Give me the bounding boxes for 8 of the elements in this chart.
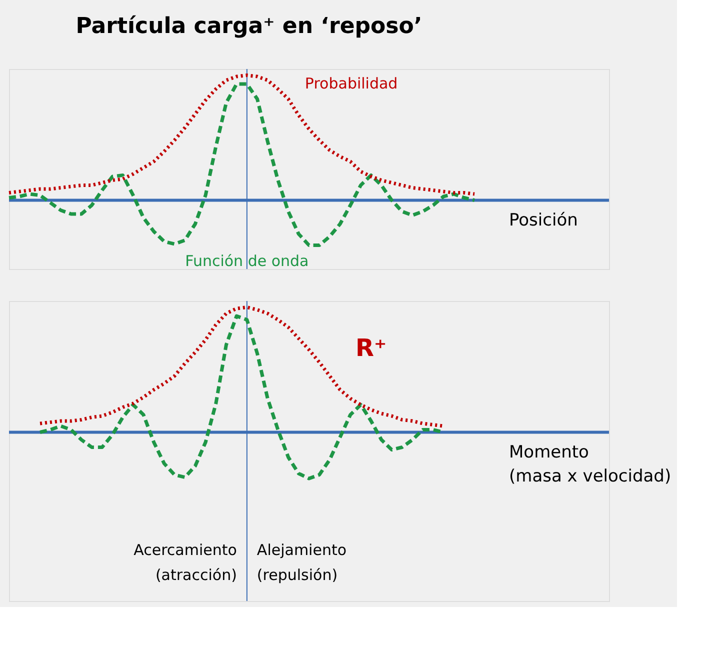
x-axis-title: Posición (509, 210, 578, 230)
x-axis-title: Momento (masa x velocidad) (509, 442, 672, 486)
text: Acercamiento (atracción) (134, 541, 237, 584)
chart-title: Partícula carga⁺ en ‘reposo’ (76, 14, 422, 39)
annotation: R⁺ (355, 334, 387, 362)
text: Alejamiento (repulsión) (256, 541, 347, 584)
series-label: Probabilidad (304, 74, 398, 92)
series-label: Función de onda (185, 252, 309, 270)
